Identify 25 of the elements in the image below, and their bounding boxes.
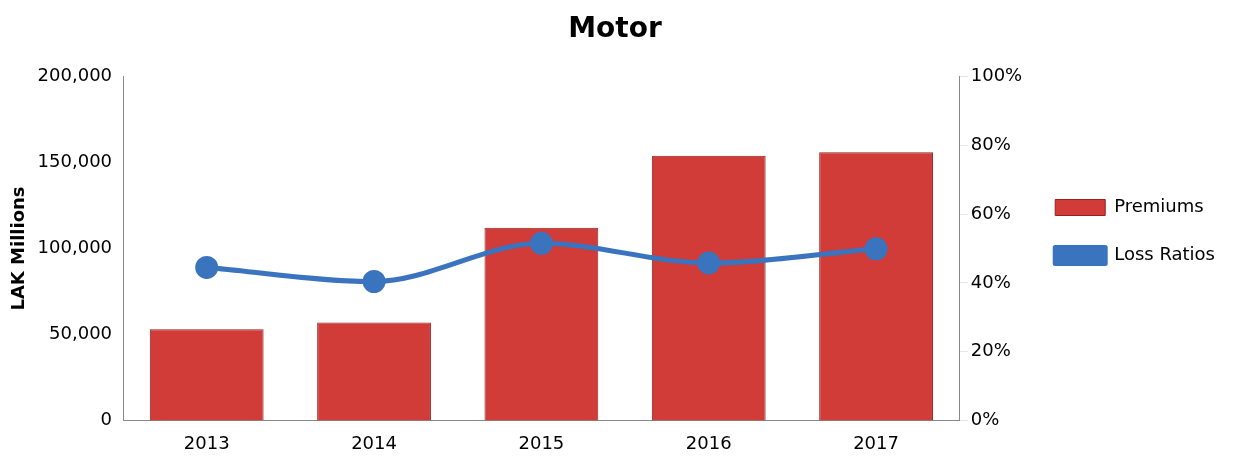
y2-tick-label: 80% xyxy=(970,133,1011,155)
y-tick-label: 200,000 xyxy=(37,64,113,86)
y2-tick-label: 100% xyxy=(970,64,1023,86)
y-tick-label: 150,000 xyxy=(37,150,113,172)
y-tick-label: 50,000 xyxy=(49,322,113,344)
point xyxy=(864,237,888,261)
x-tick-label: 2014 xyxy=(351,431,397,453)
legend-label: Premiums xyxy=(1114,195,1204,217)
point xyxy=(195,255,219,279)
y-tick-label: 100,000 xyxy=(37,236,113,258)
y2-tick-label: 0% xyxy=(970,408,1000,430)
legend-label: Loss Ratios xyxy=(1114,243,1215,265)
chart-title: Motor xyxy=(568,11,662,45)
y2-tick-label: 60% xyxy=(970,201,1011,223)
point xyxy=(529,231,553,255)
x-tick-label: 2016 xyxy=(685,431,732,453)
x-tick-label: 2013 xyxy=(183,431,230,453)
y2-tick-label: 40% xyxy=(970,270,1011,292)
y2-tick-label: 20% xyxy=(970,339,1011,361)
x-tick-label: 2015 xyxy=(518,431,565,453)
y-axis-title: LAK Millions xyxy=(7,186,29,311)
point xyxy=(697,251,721,275)
x-tick-label: 2017 xyxy=(853,431,899,453)
point xyxy=(362,270,386,294)
y-tick-label: 0 xyxy=(100,408,113,430)
